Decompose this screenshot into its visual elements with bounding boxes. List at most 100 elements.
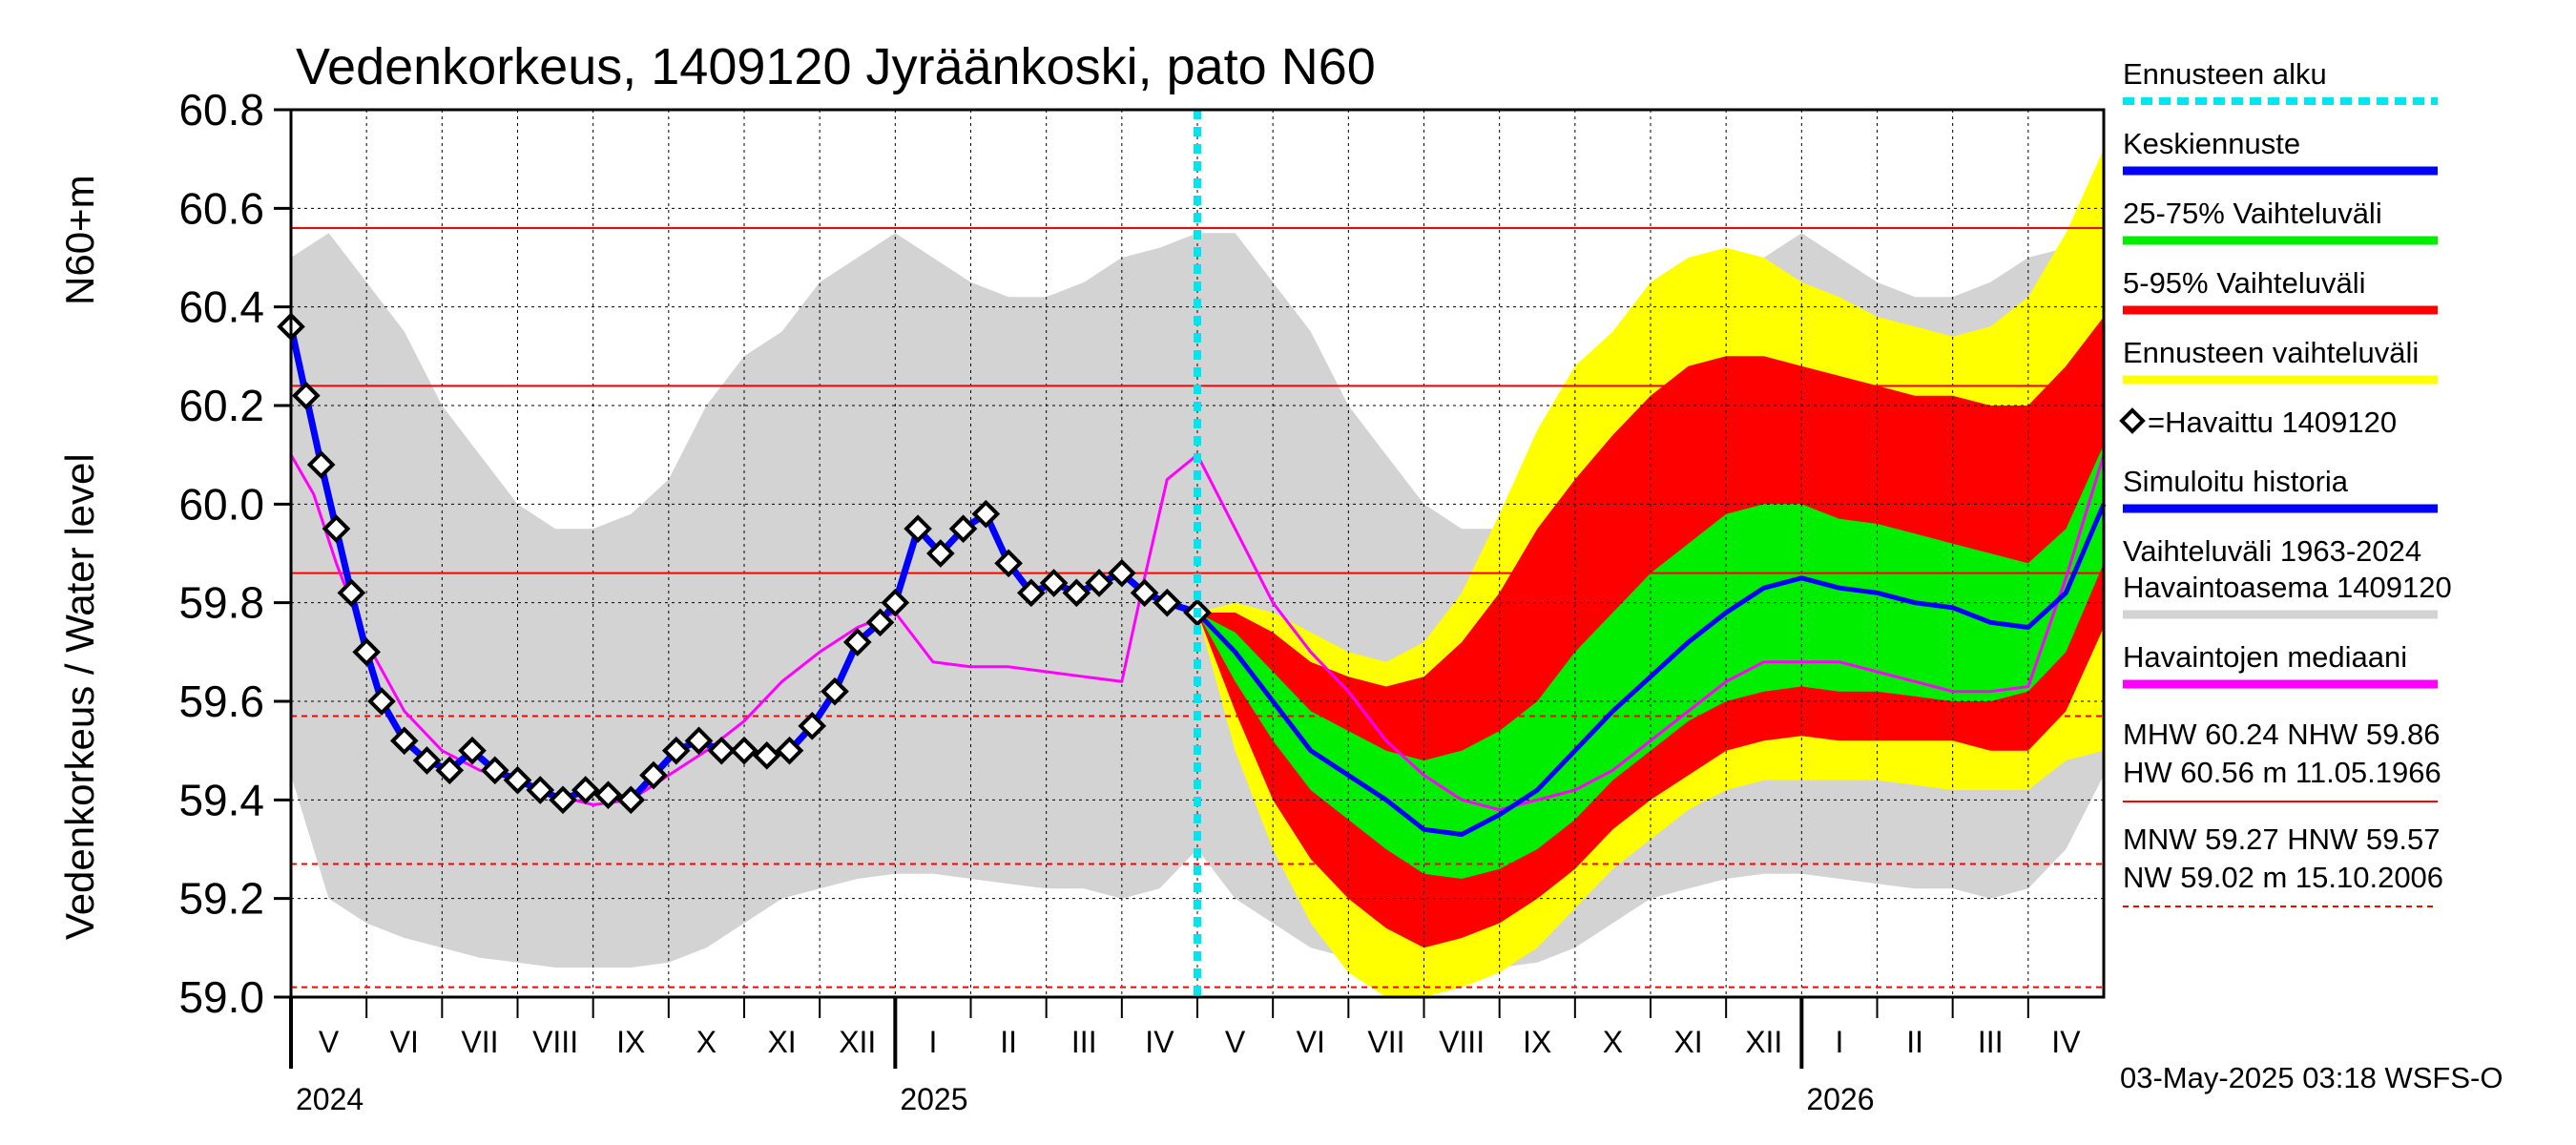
forecast-mean-line (1195, 503, 2107, 837)
observed-point (1017, 578, 1046, 608)
observed-point (948, 514, 978, 543)
y-tick-label: 59.8 (178, 578, 264, 628)
legend: Ennusteen alku Keskiennuste 25-75% Vaihtel… (2119, 57, 2452, 907)
y-tick-label: 59.0 (178, 972, 264, 1022)
observed-point (367, 687, 396, 716)
y-tick-label: 60.0 (178, 479, 264, 529)
month-label: V (1225, 1025, 1246, 1059)
month-label: III (1978, 1025, 2004, 1059)
month-label: XII (1745, 1025, 1782, 1059)
observed-point (1062, 578, 1091, 608)
observed-point (292, 381, 321, 410)
observed-point (412, 746, 442, 775)
observed-point (842, 628, 872, 656)
month-label: VIII (532, 1025, 578, 1059)
observed-point (549, 785, 577, 815)
y-axis-unit-label: N60+m (57, 175, 102, 305)
plot-area (277, 109, 2107, 998)
y-tick-label: 59.4 (178, 775, 264, 824)
legend-marker (2119, 407, 2146, 434)
observed-point (661, 736, 691, 765)
month-label: VI (1297, 1025, 1325, 1059)
observed-point (616, 785, 646, 815)
observed-point (821, 677, 849, 706)
month-label: VI (390, 1025, 419, 1059)
observed-point (306, 450, 336, 479)
observed-point (593, 781, 623, 809)
year-label: 2024 (296, 1082, 364, 1116)
observed-point (503, 765, 532, 795)
observed-point (526, 776, 555, 804)
observed-point (926, 539, 955, 568)
y-axis-label: Vedenkorkeus / Water level (57, 453, 102, 940)
y-tick-label: 60.2 (178, 381, 264, 430)
y-tick-label: 60.4 (178, 282, 264, 332)
observed-point (1085, 569, 1113, 597)
chart-title: Vedenkorkeus, 1409120 Jyräänkoski, pato … (296, 38, 1376, 95)
axes: 59.0 59.2 59.4 59.6 59.8 60.0 60.2 60.4 60.6 60.8… (178, 85, 2106, 1116)
month-label: III (1071, 1025, 1097, 1059)
month-label: I (928, 1025, 937, 1059)
y-tick-label: 59.2 (178, 874, 264, 924)
observed-point (480, 756, 509, 785)
month-label: XI (767, 1025, 796, 1059)
observed-point (865, 608, 895, 637)
stats-text: NW 59.02 m 15.10.2006 (2123, 861, 2443, 894)
month-label: II (1906, 1025, 1923, 1059)
month-label: IX (616, 1025, 645, 1059)
month-label: X (696, 1025, 717, 1059)
legend-label: Ennusteen alku (2123, 57, 2327, 91)
observed-point (730, 736, 758, 765)
observed-point (1153, 588, 1182, 617)
legend-label: Ennusteen vaihteluväli (2123, 336, 2419, 369)
observed-point (639, 760, 668, 790)
observed-point (798, 712, 827, 740)
month-label: IX (1523, 1025, 1551, 1059)
legend-label: Vaihteluväli 1963-2024 (2123, 534, 2421, 568)
observed-point (322, 514, 351, 543)
footer-timestamp: 03-May-2025 03:18 WSFS-O (2120, 1061, 2503, 1094)
observed-point (1039, 569, 1069, 597)
year-label: 2025 (900, 1082, 967, 1116)
observed-point (435, 756, 465, 785)
y-tick-label: 60.6 (178, 183, 264, 233)
month-label: IV (2051, 1025, 2081, 1059)
legend-label: 5-95% Vaihteluväli (2123, 266, 2365, 300)
month-label: VII (461, 1025, 498, 1059)
observed-point (458, 736, 487, 765)
month-label: VIII (1439, 1025, 1485, 1059)
observed-point (752, 741, 781, 770)
legend-label: Havaintoasema 1409120 (2123, 571, 2452, 604)
legend-label: Havaintojen mediaani (2123, 640, 2407, 674)
observed-point (994, 549, 1023, 578)
observed-point (352, 637, 381, 667)
month-label: VII (1367, 1025, 1404, 1059)
observed-point (707, 736, 737, 765)
observed-point (571, 776, 600, 804)
stats-text: HW 60.56 m 11.05.1966 (2123, 756, 2441, 789)
observed-point (881, 588, 910, 617)
month-label: II (1000, 1025, 1017, 1059)
observed-point (389, 726, 419, 756)
observed-point (971, 499, 1001, 529)
observed-point (684, 726, 714, 756)
y-tick-label: 59.6 (178, 677, 264, 726)
legend-label: Simuloitu historia (2123, 465, 2349, 498)
month-label: X (1603, 1025, 1623, 1059)
month-label: XI (1673, 1025, 1702, 1059)
y-tick-label: 60.8 (178, 85, 264, 135)
stats-text: MHW 60.24 NHW 59.86 (2123, 718, 2441, 751)
month-label: V (319, 1025, 340, 1059)
legend-label: =Havaittu 1409120 (2148, 406, 2397, 439)
legend-label: 25-75% Vaihteluväli (2123, 197, 2382, 230)
observed-point (337, 578, 366, 608)
observed-point (775, 736, 804, 765)
month-label: I (1835, 1025, 1843, 1059)
legend-label: Keskiennuste (2123, 127, 2300, 160)
year-label: 2026 (1806, 1082, 1874, 1116)
observed-point (904, 514, 932, 543)
month-label: IV (1145, 1025, 1174, 1059)
observed-point (1130, 578, 1159, 608)
observed-point (1108, 558, 1136, 588)
